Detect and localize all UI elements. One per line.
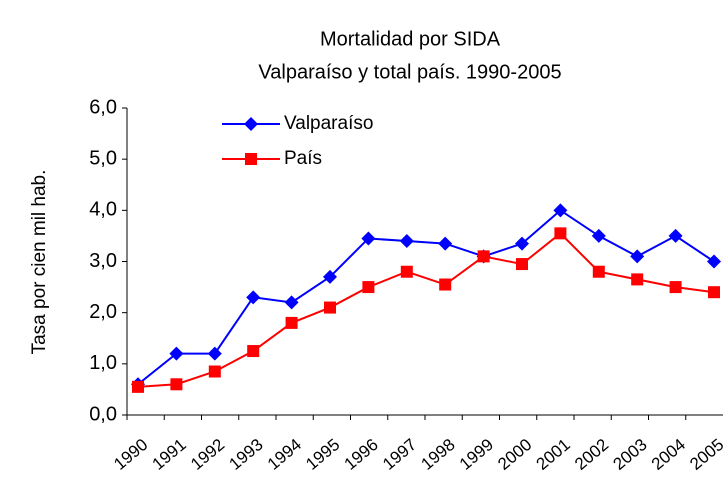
x-tick-label: 1999 [456,435,497,474]
x-tick-label: 2000 [494,435,535,474]
point [708,286,720,299]
legend-label: País [284,148,322,169]
y-tick-label: 0,0 [89,403,117,425]
point [707,254,721,269]
point [399,234,414,249]
point [592,265,605,278]
series-line [137,232,715,388]
x-tick-label: 1990 [110,435,151,474]
point [669,281,682,294]
chart-title: Mortalidad por SIDA [320,28,501,50]
point [323,269,337,284]
point [247,345,260,358]
point [246,290,261,305]
chart-subtitle: Valparaíso y total país. 1990-2005 [258,61,561,83]
point [132,380,144,393]
point [324,301,336,314]
x-tick-label: 1993 [225,435,266,474]
point [169,346,184,361]
legend-label: Valparaíso [284,113,373,134]
x-tick-label: 1992 [187,435,228,474]
point [477,250,490,263]
y-tick-label: 5,0 [89,147,117,169]
y-axis-label: Tasa por cien mil hab. [29,170,50,355]
x-tick-label: 1994 [264,435,305,474]
x-tick-label: 2003 [609,435,650,474]
x-tick-label: 1998 [417,435,458,474]
x-tick-label: 2001 [533,435,574,474]
point [170,378,183,391]
x-tick-label: 2005 [686,435,723,474]
series-line [137,209,715,386]
point [553,203,568,218]
point [207,346,222,361]
x-tick-label: 1996 [341,435,382,474]
point [554,227,567,240]
point [630,249,645,264]
point [245,153,257,165]
x-tick-label: 2004 [648,435,689,474]
point [516,258,528,271]
x-tick-label: 1995 [302,435,343,474]
y-tick-label: 1,0 [89,352,117,374]
y-tick-label: 2,0 [89,301,117,323]
point [668,228,683,243]
point [362,281,375,294]
x-tick-label: 2002 [571,435,612,474]
point [438,236,453,251]
point [284,295,299,310]
point [285,316,298,329]
point [361,231,376,246]
point [400,265,413,278]
point [439,278,452,291]
x-tick-label: 1991 [149,435,190,474]
y-tick-label: 4,0 [89,199,117,221]
point [591,228,606,243]
point [631,273,644,286]
point [515,236,529,251]
point [244,117,258,131]
y-tick-label: 6,0 [89,96,117,118]
x-tick-label: 1997 [379,435,420,474]
point [208,365,221,378]
y-tick-label: 3,0 [89,250,117,272]
